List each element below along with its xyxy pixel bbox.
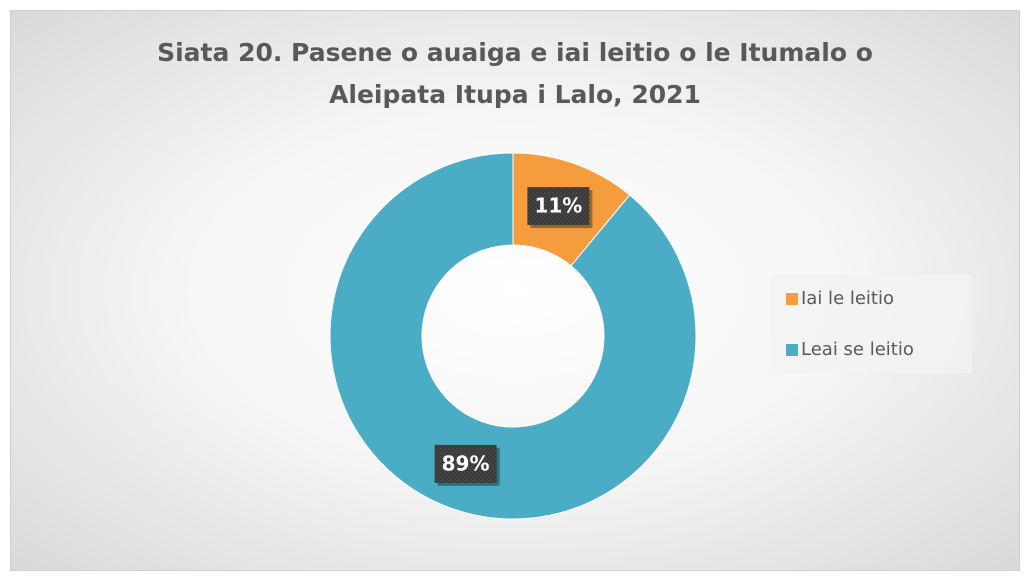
- legend-swatch: [786, 344, 798, 356]
- legend-label: Iai le leitio: [801, 288, 894, 309]
- label-box: [527, 187, 590, 226]
- data-label: 11%: [534, 194, 582, 218]
- label-box: [434, 444, 497, 483]
- data-label: 89%: [442, 451, 490, 475]
- legend-label: Leai se leitio: [801, 339, 914, 360]
- legend-box: [770, 275, 972, 373]
- chart-title: Siata 20. Pasene o auaiga e iai leitio o…: [157, 38, 873, 109]
- donut-slice: [329, 152, 697, 520]
- legend-swatch: [786, 293, 798, 305]
